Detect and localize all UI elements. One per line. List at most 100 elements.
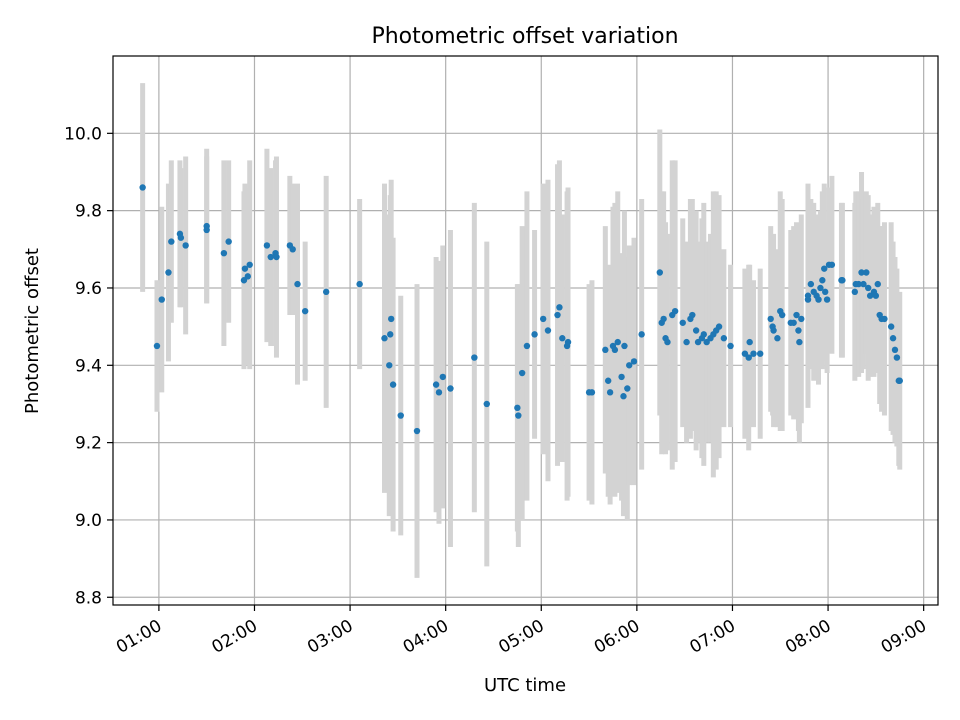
data-point <box>294 280 301 288</box>
data-point <box>795 327 802 334</box>
data-point <box>523 342 531 350</box>
y-axis: 8.8 9.0 9.2 9.4 9.6 9.8 10.0 <box>64 124 113 608</box>
data-point <box>203 222 210 230</box>
data-point <box>889 335 897 342</box>
data-point <box>539 315 547 323</box>
data-point <box>700 331 707 338</box>
data-point <box>821 288 829 296</box>
data-point <box>727 342 734 350</box>
data-point <box>267 253 274 261</box>
data-point <box>618 373 625 381</box>
data-point <box>556 304 563 311</box>
data-point <box>896 377 903 384</box>
data-point <box>387 315 395 323</box>
data-point <box>638 331 645 338</box>
data-point <box>432 381 440 388</box>
data-point <box>790 319 797 326</box>
data-point <box>804 296 812 303</box>
data-point <box>893 354 901 361</box>
data-point <box>588 389 596 396</box>
data-point <box>855 280 862 288</box>
data-point <box>389 381 397 388</box>
data-point <box>246 261 253 268</box>
data-point <box>656 269 664 276</box>
data-point <box>301 307 309 315</box>
data-point <box>679 319 686 326</box>
data-point <box>774 335 781 342</box>
data-point <box>447 385 454 392</box>
data-point <box>793 311 800 319</box>
data-point <box>860 280 867 288</box>
data-point <box>153 342 161 350</box>
data-point <box>273 253 280 261</box>
data-point <box>158 296 165 303</box>
data-point <box>865 284 872 292</box>
data-point <box>839 277 846 284</box>
data-point <box>715 323 723 330</box>
data-point <box>624 385 631 392</box>
data-point <box>289 246 296 253</box>
data-point <box>544 327 552 334</box>
data-point <box>828 261 836 268</box>
data-point <box>177 234 185 241</box>
data-point <box>858 269 865 276</box>
chart-title: Photometric offset variation <box>371 24 678 49</box>
data-point <box>168 238 175 245</box>
data-point <box>263 242 271 249</box>
data-point <box>387 331 394 338</box>
data-point <box>745 354 752 361</box>
y-tick-label: 9.6 <box>75 279 102 299</box>
data-point <box>630 358 638 365</box>
y-tick-label: 9.4 <box>75 356 102 376</box>
data-point <box>386 362 393 369</box>
data-point <box>531 331 538 338</box>
data-point <box>518 369 526 377</box>
data-point <box>626 362 633 369</box>
data-point <box>614 338 621 346</box>
data-point <box>689 311 696 319</box>
data-point <box>881 315 888 323</box>
data-point <box>139 184 146 191</box>
data-point <box>770 327 777 334</box>
data-point <box>683 338 690 346</box>
y-tick-label: 10.0 <box>64 124 102 144</box>
data-point <box>620 393 627 400</box>
data-point <box>471 354 478 361</box>
data-point <box>887 323 895 330</box>
data-point <box>602 346 609 354</box>
data-point <box>381 335 388 342</box>
data-point <box>356 280 363 288</box>
data-point <box>817 284 824 292</box>
data-point <box>767 315 774 323</box>
data-point <box>220 249 228 257</box>
data-point <box>241 265 249 272</box>
data-point <box>611 346 619 354</box>
data-point <box>664 338 671 346</box>
y-axis-label: Photometric offset <box>22 248 43 414</box>
data-point <box>435 389 443 396</box>
data-point <box>756 350 764 357</box>
data-point <box>863 269 870 276</box>
data-point <box>872 292 880 299</box>
plot-frame <box>112 55 939 606</box>
data-point <box>564 338 572 346</box>
y-tick-label: 9.8 <box>75 202 102 222</box>
data-point <box>604 377 612 384</box>
data-point <box>720 335 728 342</box>
data-point <box>821 265 828 272</box>
data-point <box>483 400 490 408</box>
data-point <box>692 327 700 334</box>
data-point <box>397 412 404 419</box>
data-point <box>819 277 826 284</box>
data-point <box>244 273 251 280</box>
data-point <box>413 427 421 435</box>
y-tick-label: 9.2 <box>75 434 102 454</box>
data-point <box>182 242 189 249</box>
data-point <box>815 296 822 303</box>
data-point <box>322 288 330 296</box>
data-point <box>891 346 899 354</box>
data-point <box>750 350 757 357</box>
data-point <box>874 280 881 288</box>
data-point <box>671 307 679 315</box>
